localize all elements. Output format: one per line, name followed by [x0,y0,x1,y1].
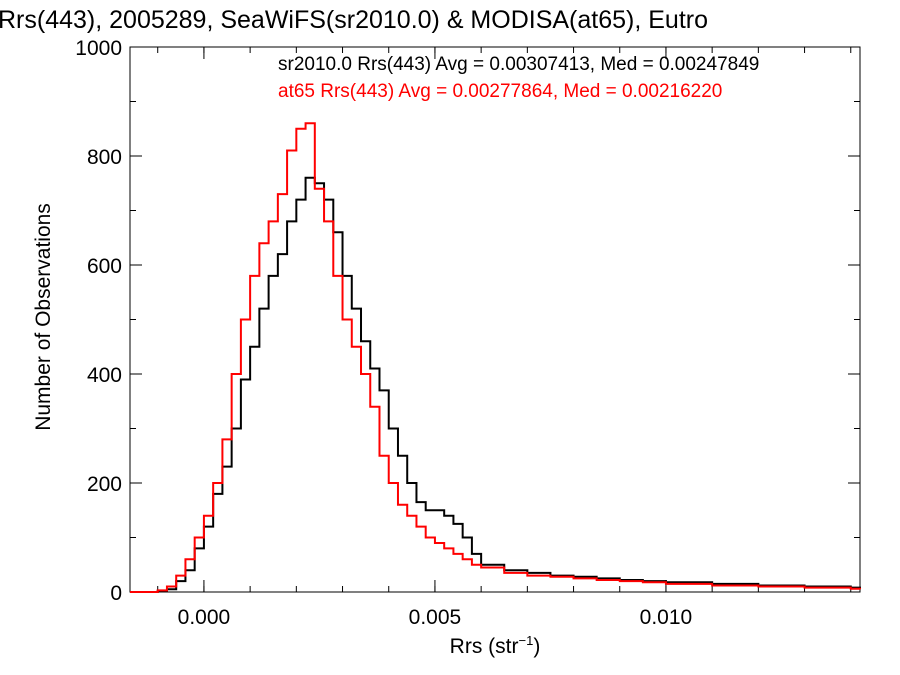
y-tick-label-200: 200 [87,473,122,496]
x-axis-title: Rrs (str−1) [450,633,541,658]
y-tick-label-800: 800 [87,146,122,169]
y-axis-title: Number of Observations [32,203,55,431]
plot-area: 0.000 0.005 0.010 0 200 400 600 800 1000 [75,37,861,629]
legend: sr2010.0 Rrs(443) Avg = 0.00307413, Med … [278,54,759,102]
series-line-0 [130,176,861,593]
x-axis-title-main: Rrs (str [450,635,519,658]
x-axis-title-suffix: ) [533,635,540,658]
y-tick-label-400: 400 [87,364,122,387]
y-tick-label-600: 600 [87,255,122,278]
y-tick-label-1000: 1000 [75,37,122,60]
x-tick-label-0-005: 0.005 [409,606,462,629]
x-tick-label-0-010: 0.010 [640,606,693,629]
x-axis-title-superscript: −1 [519,633,534,648]
axes-frame [129,46,861,593]
series-line-1 [130,122,861,593]
legend-entry-at65: at65 Rrs(443) Avg = 0.00277864, Med = 0.… [278,81,722,102]
chart-title: Rrs(443), 2005289, SeaWiFS(sr2010.0) & M… [0,6,708,34]
y-tick-label-0: 0 [110,582,122,605]
legend-entry-sr2010: sr2010.0 Rrs(443) Avg = 0.00307413, Med … [278,54,759,75]
x-tick-label-0-000: 0.000 [178,606,231,629]
